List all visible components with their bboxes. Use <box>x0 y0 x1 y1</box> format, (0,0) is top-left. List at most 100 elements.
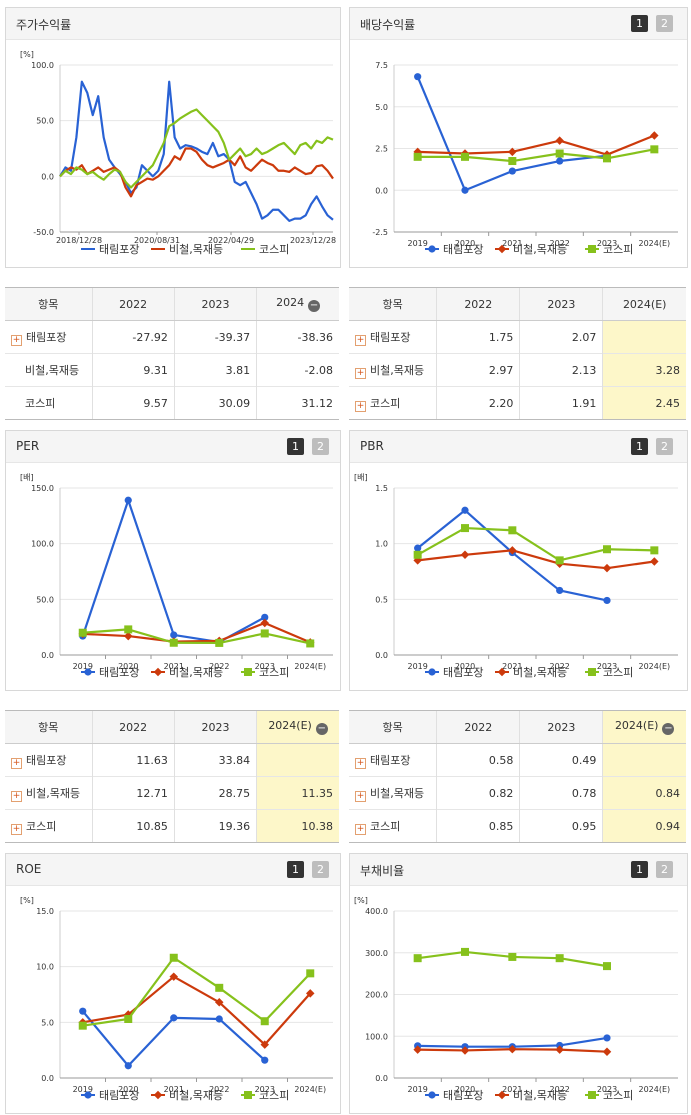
unit-label: [배] <box>20 473 34 482</box>
panel-title: ROE <box>16 862 42 876</box>
y-tick-label: 200.0 <box>365 991 388 1000</box>
row-label[interactable]: + 코스피 <box>5 809 92 842</box>
data-point <box>461 186 469 194</box>
table-cell: 1.91 <box>519 386 603 419</box>
row-label[interactable]: + 태림포장 <box>5 743 92 777</box>
row-label[interactable]: + 태림포장 <box>5 320 92 354</box>
row-label[interactable]: + 비철,목재등 <box>349 353 437 387</box>
data-table: 항목 2022 2023 2024(E) − + 태림포장 11.63 33.84 + 비철,목재등… <box>5 711 339 842</box>
panel-header: 부채비율 1 2 <box>350 854 687 886</box>
expand-icon[interactable]: + <box>11 334 22 346</box>
collapse-icon[interactable]: − <box>308 300 321 312</box>
data-point <box>306 639 315 648</box>
column-header: 2024− <box>256 288 339 321</box>
table-cell: 28.75 <box>173 776 257 810</box>
row-label: 코스피 <box>5 386 92 419</box>
y-tick-label: 0.0 <box>375 1074 388 1083</box>
data-point <box>460 1046 470 1055</box>
expand-icon[interactable]: + <box>355 367 366 379</box>
data-point <box>555 556 564 565</box>
page-2-button[interactable]: 2 <box>656 861 673 878</box>
page-1-button[interactable]: 1 <box>631 861 648 878</box>
data-point <box>79 1007 87 1015</box>
data-point <box>78 628 87 637</box>
legend-label: 태림포장 <box>443 243 483 256</box>
panel-title: PBR <box>360 439 384 453</box>
table-cell: 0.94 <box>602 809 686 842</box>
page-1-button[interactable]: 1 <box>631 15 648 32</box>
legend-label: 태림포장 <box>443 666 483 679</box>
y-tick-label: 0.0 <box>375 651 388 660</box>
legend-label: 태림포장 <box>99 1089 139 1102</box>
y-tick-label: 50.0 <box>36 117 54 126</box>
legend-marker <box>588 245 596 253</box>
page-2-button[interactable]: 2 <box>656 438 673 455</box>
column-header: 2024(E) − <box>602 711 686 744</box>
data-point <box>260 629 269 638</box>
table-cell <box>602 743 686 777</box>
table-cell <box>602 320 686 354</box>
column-header: 2024(E) <box>602 288 686 321</box>
per-chart: [배] 150.0 100.0 50.0 0.0 2019 2020 2021 2022 2023… <box>20 473 333 679</box>
column-header: 항목 <box>5 711 92 744</box>
page-2-button[interactable]: 2 <box>656 15 673 32</box>
legend-label: 비철,목재등 <box>169 243 223 256</box>
data-point <box>556 586 564 595</box>
table-row: + 태림포장 1.75 2.07 <box>349 320 686 354</box>
expand-icon[interactable]: + <box>355 400 366 412</box>
series-line-1 <box>82 975 312 1046</box>
data-point <box>508 147 517 157</box>
page-2-button[interactable]: 2 <box>312 438 329 455</box>
expand-icon[interactable]: + <box>355 334 366 346</box>
table-cell: 0.82 <box>436 776 520 810</box>
collapse-icon[interactable]: − <box>662 723 675 735</box>
panel-title: 주가수익률 <box>16 18 72 32</box>
data-point <box>508 167 516 175</box>
row-label[interactable]: + 태림포장 <box>349 743 437 777</box>
x-tick-label: 2022 <box>209 662 229 671</box>
table-cell: -2.08 <box>256 353 339 387</box>
legend-label: 코스피 <box>259 243 289 256</box>
series-line-0 <box>81 499 266 644</box>
table-cell: 2.13 <box>519 353 603 387</box>
table-cell: 2.45 <box>602 386 686 419</box>
x-tick-label: 2021 <box>164 1085 184 1094</box>
unit-label: [배] <box>354 473 368 482</box>
page-2-button[interactable]: 2 <box>312 861 329 878</box>
series-line-2 <box>417 526 655 562</box>
legend-marker <box>497 1090 507 1100</box>
row-label[interactable]: + 비철,목재등 <box>349 776 437 810</box>
y-tick-label: 100.0 <box>31 540 54 549</box>
column-header: 항목 <box>349 288 437 321</box>
x-tick-label: 2019 <box>73 1085 93 1094</box>
x-tick-label: 2019 <box>407 239 427 248</box>
page-1-button[interactable]: 1 <box>631 438 648 455</box>
expand-icon[interactable]: + <box>11 757 22 769</box>
expand-icon[interactable]: + <box>355 757 366 769</box>
row-label[interactable]: + 비철,목재등 <box>5 776 92 810</box>
column-header: 2022 <box>91 288 175 321</box>
row-label[interactable]: + 코스피 <box>349 386 437 419</box>
y-tick-label: 300.0 <box>365 949 388 958</box>
x-tick-label: 2020 <box>455 662 475 671</box>
unit-label: [%] <box>20 50 34 59</box>
x-tick-label: 2021 <box>502 1085 522 1094</box>
data-point <box>413 550 422 559</box>
x-tick-label: 2022 <box>549 662 569 671</box>
expand-icon[interactable]: + <box>355 823 366 835</box>
expand-icon[interactable]: + <box>11 790 22 802</box>
page-1-button[interactable]: 1 <box>287 861 304 878</box>
expand-icon[interactable]: + <box>355 790 366 802</box>
expand-icon[interactable]: + <box>11 823 22 835</box>
y-tick-label: 0.0 <box>41 172 54 181</box>
collapse-icon[interactable]: − <box>315 723 328 735</box>
data-point <box>261 613 269 621</box>
row-label[interactable]: + 태림포장 <box>349 320 437 354</box>
data-point <box>124 631 133 641</box>
page-1-button[interactable]: 1 <box>287 438 304 455</box>
row-label[interactable]: + 코스피 <box>349 809 437 842</box>
stock-return-table: 항목 2022 2023 2024− + 태림포장 -27.92 -39.37 -38.36 비철… <box>5 287 339 420</box>
legend-marker <box>588 1091 596 1099</box>
series-line-0 <box>59 80 334 222</box>
data-point <box>124 1014 133 1023</box>
